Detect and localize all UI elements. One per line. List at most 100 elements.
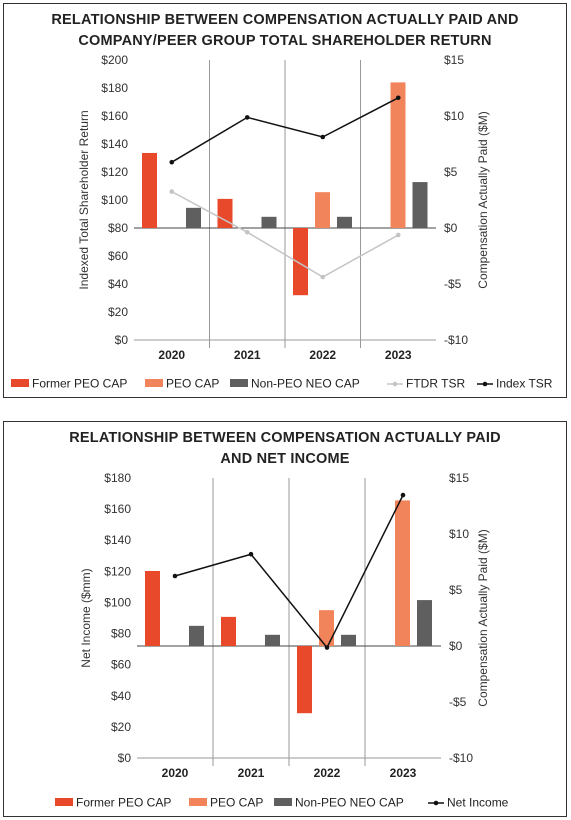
net-income-line [174,494,404,649]
right-tick-label: $5 [449,583,463,597]
right-tick-label: $0 [444,221,458,235]
legend-swatch-peo-cap [145,379,163,387]
left-axis-label: Net Income ($mm) [79,568,93,667]
ftdr-tsr-point-2023 [395,232,401,238]
left-tick-label: $60 [111,658,131,672]
chart-title-line1: RELATIONSHIP BETWEEN COMPENSATION ACTUAL… [69,430,501,446]
chart-title: RELATIONSHIP BETWEEN COMPENSATION ACTUAL… [4,10,566,52]
left-tick-label: $0 [118,751,132,765]
category-label-2023: 2023 [385,348,412,362]
category-label-2022: 2022 [309,348,336,362]
non-peo-neo-cap-bar-2022 [337,216,352,228]
peo-cap-bar-2022 [315,192,330,228]
left-tick-label: $160 [101,109,128,123]
right-tick-label: -$5 [449,695,467,709]
category-label-2023: 2023 [390,766,417,780]
net-income-point-2021 [248,551,254,557]
left-tick-label: $80 [108,221,128,235]
left-tick-label: $20 [108,305,128,319]
left-tick-label: $180 [104,471,131,485]
right-tick-label: $0 [449,639,463,653]
left-tick-label: $100 [104,595,131,609]
category-label-2021: 2021 [234,348,261,362]
tsr-chart-panel: RELATIONSHIP BETWEEN COMPENSATION ACTUAL… [3,3,567,398]
peo-cap-bar-2023 [390,82,406,229]
right-tick-label: $15 [449,471,469,485]
left-axis-label: Indexed Total Shareholder Return [77,110,91,289]
index-tsr-point-2022 [320,134,326,140]
category-label-2022: 2022 [314,766,341,780]
index-tsr-line [171,97,399,163]
former-peo-cap-bar-2021 [221,616,236,646]
legend-swatch-peo-cap [189,798,207,806]
legend-marker-index-tsr [482,381,488,387]
left-tick-label: $60 [108,249,128,263]
left-tick-label: $180 [101,81,128,95]
right-tick-label: $10 [444,109,464,123]
net-income-point-2023 [400,492,406,498]
non-peo-neo-cap-bar-2020 [186,207,201,228]
peo-cap-bar-2023 [395,500,410,646]
right-tick-label: $5 [444,165,458,179]
left-tick-label: $40 [108,277,128,291]
legend-label-peo-cap: PEO CAP [166,377,219,391]
ftdr-tsr-point-2021 [244,229,250,235]
left-tick-label: $40 [111,689,131,703]
legend-label-peo-cap: PEO CAP [210,796,263,810]
legend-marker-net-income [433,800,439,806]
left-tick-label: $80 [111,627,131,641]
left-tick-label: $200 [101,53,128,67]
right-tick-label: -$10 [449,751,473,765]
non-peo-neo-cap-bar-2020 [189,625,204,646]
non-peo-neo-cap-bar-2021 [261,216,277,228]
peo-cap-bar-2022 [319,610,334,646]
legend-label-non-peo-neo-cap: Non-PEO NEO CAP [295,796,404,810]
right-tick-label: -$5 [444,277,462,291]
non-peo-neo-cap-bar-2021 [265,634,280,646]
legend-label-index-tsr: Index TSR [496,377,553,391]
left-tick-label: $140 [104,533,131,547]
right-tick-label: $15 [444,53,464,67]
index-tsr-point-2023 [395,95,401,101]
ftdr-tsr-line [171,190,399,278]
net-income-chart-panel: RELATIONSHIP BETWEEN COMPENSATION ACTUAL… [3,421,567,817]
left-tick-label: $140 [101,137,128,151]
right-tick-label: $10 [449,527,469,541]
right-axis-label: Compensation Actually Paid ($M) [476,529,490,706]
left-tick-label: $120 [101,165,128,179]
legend-label-former-peo-cap: Former PEO CAP [76,796,171,810]
tsr-chart: $0 $20 $40 $60 $80 $100 $120 $140 $160 $180 $200 -$… [11,53,553,391]
category-label-2020: 2020 [162,766,189,780]
legend-swatch-former-peo-cap [11,379,29,387]
chart-title-line1: RELATIONSHIP BETWEEN COMPENSATION ACTUAL… [51,12,519,28]
left-tick-label: $20 [111,720,131,734]
category-label-2021: 2021 [238,766,265,780]
chart-title: RELATIONSHIP BETWEEN COMPENSATION ACTUAL… [4,428,566,470]
legend-swatch-non-peo-neo-cap [274,798,292,806]
former-peo-cap-bar-2021 [217,198,233,228]
chart-title-line2: COMPANY/PEER GROUP TOTAL SHAREHOLDER RET… [78,33,492,49]
left-tick-label: $120 [104,564,131,578]
left-tick-label: $100 [101,193,128,207]
legend-label-former-peo-cap: Former PEO CAP [32,377,127,391]
right-axis-label: Compensation Actually Paid ($M) [476,111,490,288]
ftdr-tsr-point-2022 [320,274,326,280]
non-peo-neo-cap-bar-2023 [412,182,428,228]
non-peo-neo-cap-bar-2023 [417,600,432,646]
legend-swatch-non-peo-neo-cap [230,379,248,387]
ftdr-tsr-point-2020 [169,189,175,194]
index-tsr-point-2020 [169,159,175,165]
legend-marker-ftdr-tsr [392,381,398,387]
former-peo-cap-bar-2022 [293,228,308,296]
net-income-point-2022 [324,645,330,650]
left-tick-label: $160 [104,502,131,516]
net-income-chart: $0 $20 $40 $60 $80 $100 $120 $140 $160 $180 -$10 -$… [55,471,509,810]
non-peo-neo-cap-bar-2022 [341,634,356,646]
left-tick-label: $0 [115,333,129,347]
legend-label-ftdr-tsr: FTDR TSR [406,377,465,391]
former-peo-cap-bar-2020 [145,570,160,646]
former-peo-cap-bar-2022 [297,646,312,714]
chart-title-line2: AND NET INCOME [220,451,350,467]
index-tsr-point-2021 [244,115,250,120]
legend-label-net-income: Net Income [447,796,509,810]
